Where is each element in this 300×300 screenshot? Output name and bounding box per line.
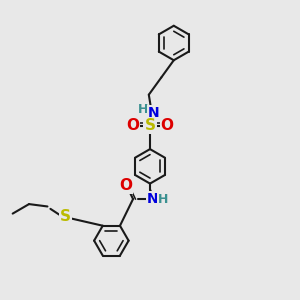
Text: O: O	[119, 178, 132, 193]
Text: N: N	[148, 106, 160, 120]
Text: O: O	[126, 118, 139, 133]
Text: N: N	[147, 192, 158, 206]
Text: O: O	[161, 118, 174, 133]
Text: H: H	[158, 193, 168, 206]
Text: H: H	[138, 103, 148, 116]
Text: S: S	[60, 209, 71, 224]
Text: S: S	[145, 118, 155, 133]
